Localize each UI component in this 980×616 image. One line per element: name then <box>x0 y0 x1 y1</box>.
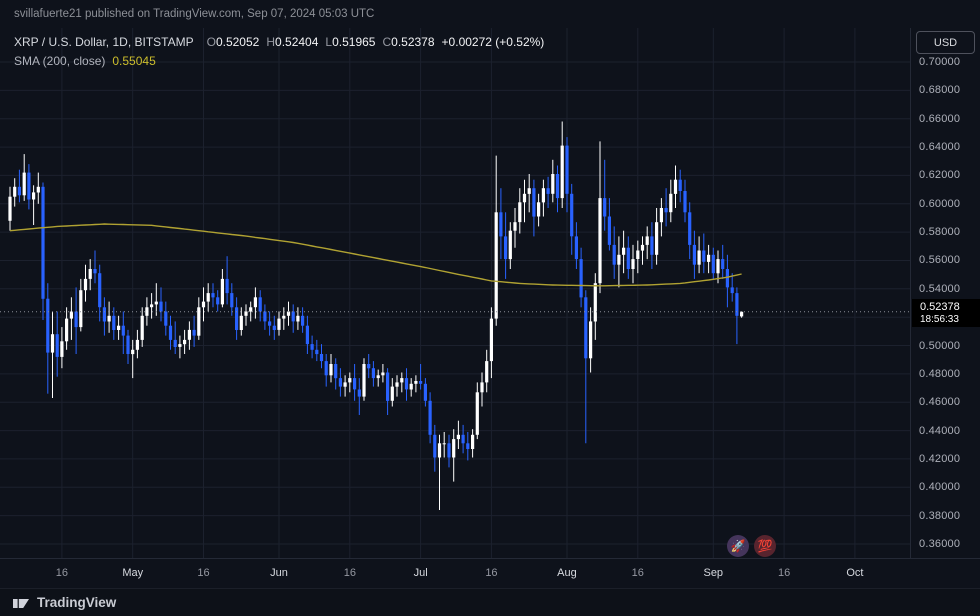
time-tick-label: Jul <box>413 567 428 579</box>
grid-lines <box>0 28 910 558</box>
time-tick-label: Oct <box>846 567 864 579</box>
sma-line <box>9 223 742 287</box>
reaction-emoji-badge[interactable]: 🚀 <box>727 535 749 557</box>
low-label: L <box>325 35 333 49</box>
price-tick-label: 0.62000 <box>919 169 961 182</box>
tradingview-logo-icon <box>13 598 29 608</box>
symbol-legend-row: XRP / U.S. Dollar, 1D, BITSTAMP O0.52052 H… <box>14 35 544 49</box>
sma-legend-row: SMA (200, close) 0.55045 <box>14 54 544 68</box>
footer-bar: TradingView <box>0 588 980 616</box>
candlestick-series <box>8 121 744 510</box>
currency-toggle-button[interactable]: USD <box>916 31 975 54</box>
tradingview-brand-text: TradingView <box>37 595 117 610</box>
publish-info-text: svillafuerte21 published on TradingView.… <box>14 8 375 20</box>
change-value: +0.00272 (+0.52%) <box>441 35 545 49</box>
time-scale[interactable]: 16 May 16 Jun 16 Jul 16 Aug 16 Sep 16 Oct <box>0 558 980 588</box>
time-tick-label: 16 <box>631 567 644 579</box>
time-tick-label: 16 <box>197 567 210 579</box>
price-scale[interactable]: USD 0.52378 18:56:33 0.36000 0.38000 0.400… <box>910 28 980 558</box>
price-tick-label: 0.64000 <box>919 141 961 154</box>
close-label: C <box>382 35 392 49</box>
price-tick-label: 0.54000 <box>919 282 961 295</box>
price-tick-label: 0.56000 <box>919 254 961 267</box>
price-tick-label: 0.66000 <box>919 112 961 125</box>
time-tick-label: Jun <box>270 567 288 579</box>
time-tick-label: May <box>122 567 144 579</box>
price-tick-label: 0.70000 <box>919 56 961 68</box>
bar-countdown: 18:56:33 <box>920 313 959 325</box>
high-label: H <box>266 35 276 49</box>
reaction-emoji-badge[interactable]: 💯 <box>754 535 776 557</box>
time-tick-label: 16 <box>485 567 498 579</box>
chart-area[interactable]: XRP / U.S. Dollar, 1D, BITSTAMP O0.52052 H… <box>0 28 910 558</box>
close-value: 0.52378 <box>391 35 435 49</box>
price-tick-label: 0.58000 <box>919 226 961 239</box>
price-tick-label: 0.60000 <box>919 197 961 210</box>
low-value: 0.51965 <box>332 35 376 49</box>
price-tick-label: 0.36000 <box>919 538 961 550</box>
reactions-group: 🚀 💯 <box>727 535 776 557</box>
price-tick-label: 0.38000 <box>919 509 961 522</box>
open-label: O <box>206 35 216 49</box>
sma-value: 0.55045 <box>112 54 156 68</box>
time-tick-label: 16 <box>343 567 356 579</box>
time-tick-label: 16 <box>55 567 69 579</box>
chart-legend: XRP / U.S. Dollar, 1D, BITSTAMP O0.52052 H… <box>14 35 544 68</box>
publish-info-bar: svillafuerte21 published on TradingView.… <box>0 0 980 28</box>
price-tick-label: 0.40000 <box>919 481 961 494</box>
chart-canvas[interactable] <box>0 28 910 558</box>
price-tick-label: 0.44000 <box>919 424 961 437</box>
high-value: 0.52404 <box>275 35 319 49</box>
last-price-value: 0.52378 <box>920 300 960 313</box>
sma-title[interactable]: SMA (200, close) <box>14 54 106 68</box>
tradingview-logo[interactable]: TradingView <box>12 594 116 612</box>
time-tick-label: Sep <box>703 567 724 579</box>
symbol-title[interactable]: XRP / U.S. Dollar, 1D, BITSTAMP <box>14 35 194 49</box>
price-tick-label: 0.48000 <box>919 367 961 380</box>
price-tick-label: 0.46000 <box>919 396 961 409</box>
price-tick-label: 0.42000 <box>919 452 961 465</box>
price-tick-label: 0.68000 <box>919 84 961 97</box>
last-price-label: 0.52378 18:56:33 <box>912 298 980 327</box>
time-tick-label: 16 <box>777 567 791 579</box>
open-value: 0.52052 <box>215 35 260 49</box>
price-tick-label: 0.50000 <box>919 339 961 352</box>
time-tick-label: Aug <box>557 567 577 579</box>
